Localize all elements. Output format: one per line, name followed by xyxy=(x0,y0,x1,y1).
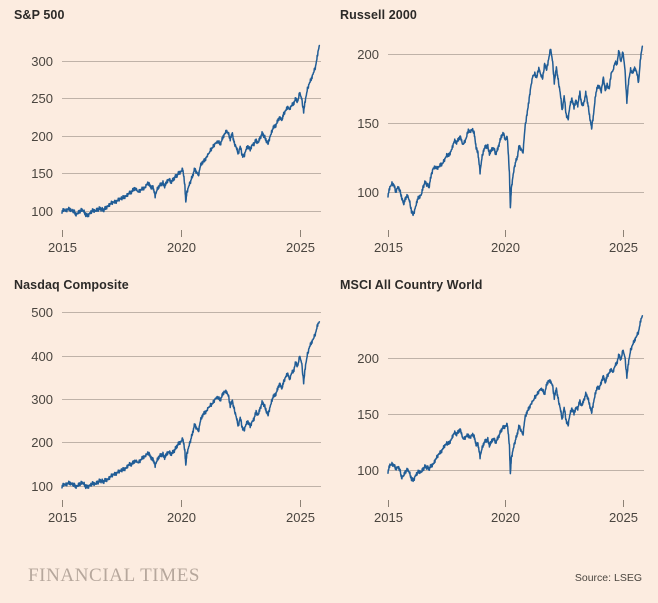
x-axis-tick-label: 2025 xyxy=(286,510,315,525)
panel-msci-acwi: MSCI All Country World 100 150 200 2015 2020… xyxy=(340,278,652,540)
panel-title-russell2000: Russell 2000 xyxy=(340,8,417,22)
y-axis-tick-label: 200 xyxy=(357,47,379,62)
y-axis-tick-label: 300 xyxy=(31,54,53,69)
source-attribution: Source: LSEG xyxy=(574,572,642,584)
y-axis-tick-label: 100 xyxy=(357,463,379,478)
y-axis-tick-label: 300 xyxy=(31,392,53,407)
chart-sp500: 100 150 200 250 300 2015 2020 2025 xyxy=(31,44,321,255)
y-axis-tick-label: 100 xyxy=(31,479,53,494)
y-axis-tick-label: 150 xyxy=(357,407,379,422)
x-axis-tick-label: 2020 xyxy=(167,510,196,525)
y-axis-tick-label: 100 xyxy=(31,204,53,219)
chart-russell2000: 100 150 200 2015 2020 2025 xyxy=(357,45,644,255)
y-axis-tick-label: 100 xyxy=(357,185,379,200)
series-line xyxy=(387,315,644,483)
x-axis-tick-label: 2025 xyxy=(609,510,638,525)
y-axis-tick-label: 500 xyxy=(31,305,53,320)
series-line xyxy=(61,44,321,218)
y-axis-tick-label: 250 xyxy=(31,91,53,106)
y-axis-tick-label: 200 xyxy=(31,435,53,450)
chart-msci-acwi: 100 150 200 2015 2020 2025 xyxy=(357,315,644,525)
x-axis-tick-label: 2020 xyxy=(167,240,196,255)
x-axis-tick-label: 2015 xyxy=(48,240,77,255)
figure-footer: FINANCIAL TIMES Source: LSEG xyxy=(0,551,658,603)
chart-nasdaq: 100 200 300 400 500 2015 2020 2025 xyxy=(31,305,321,525)
x-axis-tick-label: 2015 xyxy=(48,510,77,525)
series-line xyxy=(387,45,644,217)
y-axis-tick-label: 150 xyxy=(357,116,379,131)
panel-title-nasdaq: Nasdaq Composite xyxy=(14,278,129,292)
series-line xyxy=(61,321,321,490)
x-axis-tick-label: 2025 xyxy=(609,240,638,255)
financial-times-wordmark: FINANCIAL TIMES xyxy=(28,565,201,586)
y-axis-tick-label: 400 xyxy=(31,349,53,364)
x-axis-tick-label: 2020 xyxy=(491,510,520,525)
y-axis-tick-label: 150 xyxy=(31,166,53,181)
x-axis-tick-label: 2015 xyxy=(374,510,403,525)
panel-title-sp500: S&P 500 xyxy=(14,8,65,22)
y-axis-tick-label: 200 xyxy=(357,351,379,366)
panel-sp500: S&P 500 100 150 200 250 300 2015 2020 2025 xyxy=(14,8,329,270)
y-axis-tick-label: 200 xyxy=(31,129,53,144)
panel-russell2000: Russell 2000 100 150 200 2015 2020 2025 xyxy=(340,8,652,270)
x-axis-tick-label: 2015 xyxy=(374,240,403,255)
x-axis-tick-label: 2025 xyxy=(286,240,315,255)
panel-nasdaq: Nasdaq Composite 100 200 300 400 500 2015 2020… xyxy=(14,278,329,540)
x-axis-tick-label: 2020 xyxy=(491,240,520,255)
panel-title-msci-acwi: MSCI All Country World xyxy=(340,278,483,292)
